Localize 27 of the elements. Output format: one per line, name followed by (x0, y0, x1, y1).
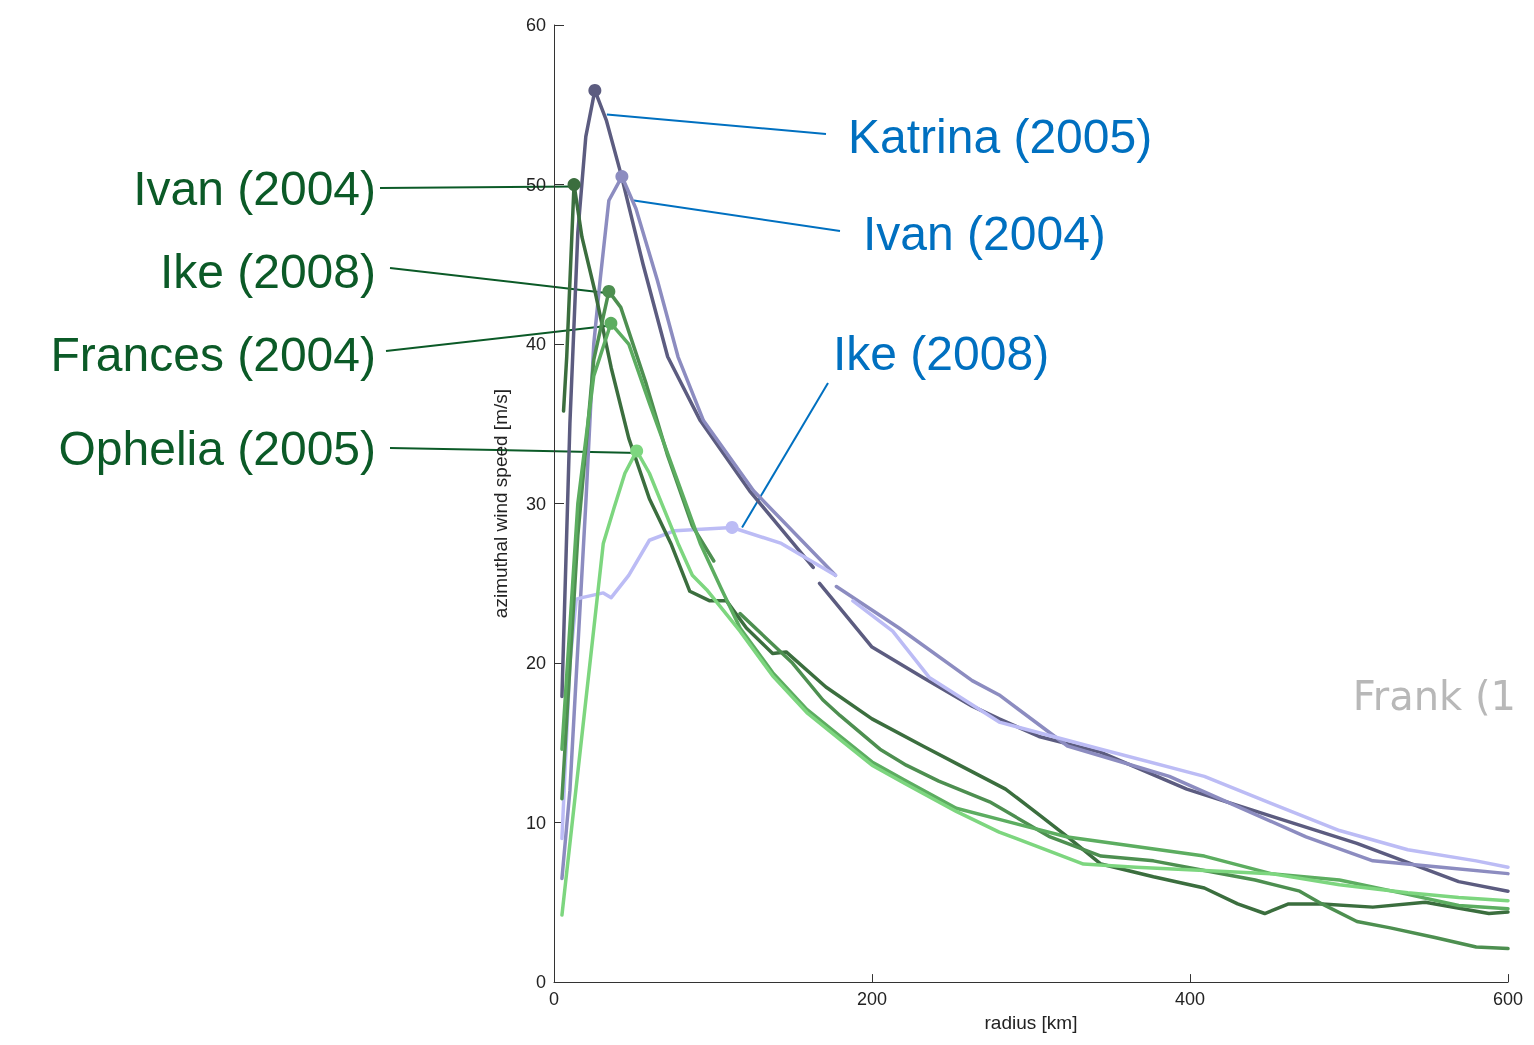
text: Ike (2008) (833, 326, 1050, 380)
x-tick-label: 400 (1174, 989, 1206, 1010)
text: Ivan (2004) (863, 206, 1106, 260)
y-tick-label: 10 (525, 812, 546, 833)
annotation: Frank (1 (1352, 673, 1516, 719)
x-axis-title: radius [km] (984, 1012, 1078, 1033)
point (630, 444, 644, 458)
y-tick-label: 20 (525, 653, 546, 674)
text: Frances (2004) (50, 327, 376, 381)
text: Ivan (2004) (133, 161, 376, 215)
point (588, 83, 602, 97)
x-tick-label: 200 (856, 989, 888, 1010)
y-axis-title: azimuthal wind speed [m/s] (490, 388, 511, 619)
point (725, 520, 739, 534)
point (567, 178, 581, 192)
x-tick-label: 0 (548, 989, 560, 1010)
y-tick-label: 40 (525, 334, 546, 355)
point (604, 316, 618, 330)
y-tick-label: 60 (525, 15, 546, 35)
x-tick-label: 600 (1492, 989, 1524, 1010)
y-tick-label: 0 (535, 972, 546, 993)
text: Ike (2008) (159, 244, 376, 298)
point (615, 170, 629, 184)
text: Ophelia (2005) (58, 421, 376, 475)
point (602, 284, 616, 298)
text: Katrina (2005) (848, 109, 1153, 163)
y-tick-label: 30 (525, 493, 546, 514)
